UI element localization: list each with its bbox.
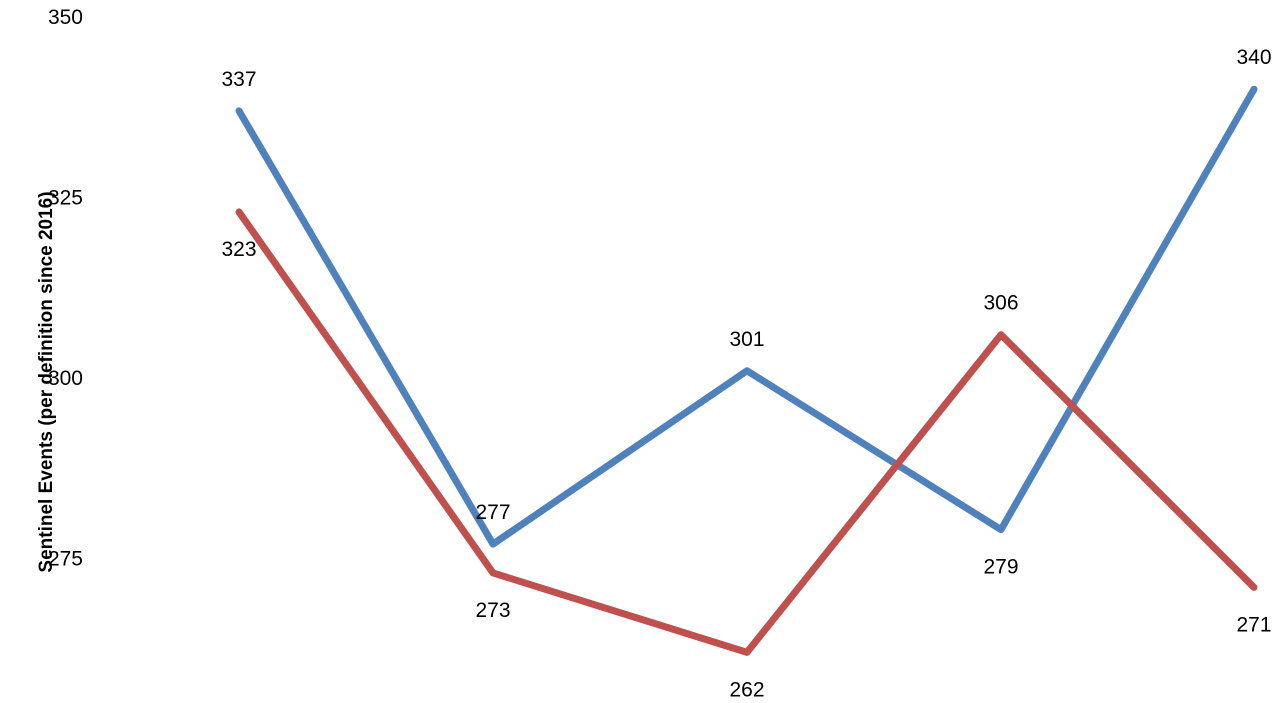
y-tick-label: 300: [48, 367, 83, 390]
data-label-s1-p1: 337: [221, 68, 256, 91]
y-tick-label: 275: [48, 548, 83, 571]
data-label-s2-p5: 271: [1236, 613, 1271, 636]
data-label-s2-p2: 273: [475, 599, 510, 622]
y-axis-ticks: 350 325 300 275: [48, 6, 83, 571]
y-tick-label: 325: [48, 187, 83, 210]
y-tick-label: 350: [48, 6, 83, 29]
series-line-1: [235, 85, 1258, 548]
data-labels: 337 277 301 279 340 323 273 262 306 271: [221, 46, 1271, 701]
data-label-s1-p4: 279: [983, 556, 1018, 579]
data-label-s1-p5: 340: [1236, 46, 1271, 69]
data-label-s1-p3: 301: [729, 328, 764, 351]
data-label-s2-p4: 306: [983, 292, 1018, 315]
data-label-s1-p2: 277: [475, 501, 510, 524]
data-label-s2-p1: 323: [221, 238, 256, 261]
y-axis-title: Sentinel Events (per definition since 20…: [36, 191, 57, 572]
series-line-2: [235, 208, 1258, 656]
data-label-s2-p3: 262: [729, 678, 764, 701]
series-layer: [235, 85, 1258, 656]
